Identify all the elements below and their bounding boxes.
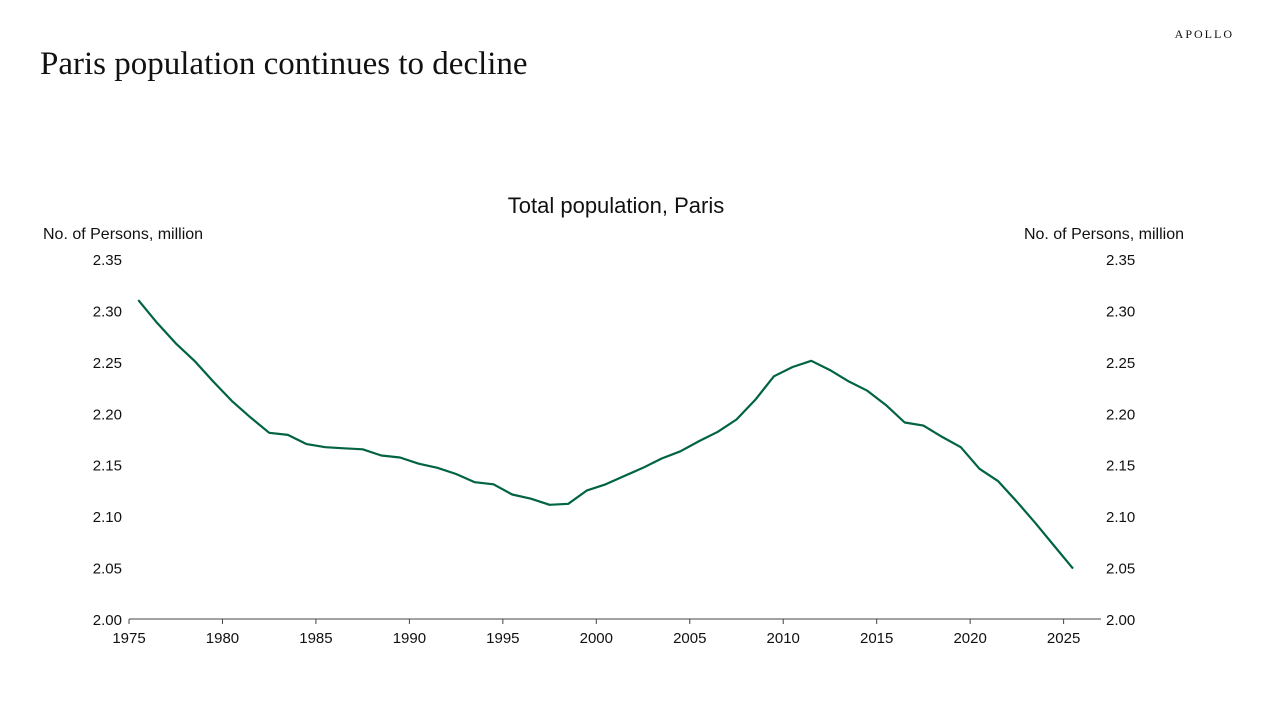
page-title: Paris population continues to decline (40, 46, 528, 82)
y-axis-label-right: No. of Persons, million (1024, 226, 1184, 243)
x-tick-label: 2010 (767, 630, 800, 647)
y-tick-label-left: 2.10 (93, 509, 122, 526)
x-tick-label: 1990 (393, 630, 426, 647)
y-tick-label-right: 2.05 (1106, 561, 1135, 578)
y-ticks-right: 2.00 2.05 2.10 2.15 2.20 2.25 2.30 2.35 (1106, 252, 1135, 629)
y-tick-label-right: 2.25 (1106, 355, 1135, 372)
y-tick-label-left: 2.25 (93, 355, 122, 372)
y-tick-label-right: 2.00 (1106, 612, 1135, 629)
y-tick-label-right: 2.15 (1106, 458, 1135, 475)
x-tick-label: 2000 (580, 630, 613, 647)
y-ticks-left: 2.00 2.05 2.10 2.15 2.20 2.25 2.30 2.35 (93, 252, 122, 629)
y-tick-label-right: 2.35 (1106, 252, 1135, 269)
y-tick-label-right: 2.20 (1106, 406, 1135, 423)
y-tick-label-left: 2.30 (93, 303, 122, 320)
y-tick-label-left: 2.00 (93, 612, 122, 629)
x-tick-label: 1985 (299, 630, 332, 647)
x-tick-label: 1980 (206, 630, 239, 647)
y-tick-label-left: 2.35 (93, 252, 122, 269)
y-axis-label-left: No. of Persons, million (43, 226, 203, 243)
x-tick-label: 2020 (953, 630, 986, 647)
x-tick-label: 2005 (673, 630, 706, 647)
brand-logo: APOLLO (1174, 27, 1234, 41)
x-tick-label: 2025 (1047, 630, 1080, 647)
x-tick-label: 1975 (112, 630, 145, 647)
population-series-line (137, 299, 1074, 570)
chart-title: Total population, Paris (508, 193, 724, 218)
y-tick-label-left: 2.15 (93, 458, 122, 475)
y-tick-label-left: 2.20 (93, 406, 122, 423)
x-tick-label: 1995 (486, 630, 519, 647)
y-tick-label-right: 2.30 (1106, 303, 1135, 320)
x-tick-label: 2015 (860, 630, 893, 647)
y-tick-label-left: 2.05 (93, 561, 122, 578)
y-tick-label-right: 2.10 (1106, 509, 1135, 526)
x-ticks: 1975 1980 1985 1990 1995 2000 2005 2010 2015 2020… (112, 619, 1080, 647)
